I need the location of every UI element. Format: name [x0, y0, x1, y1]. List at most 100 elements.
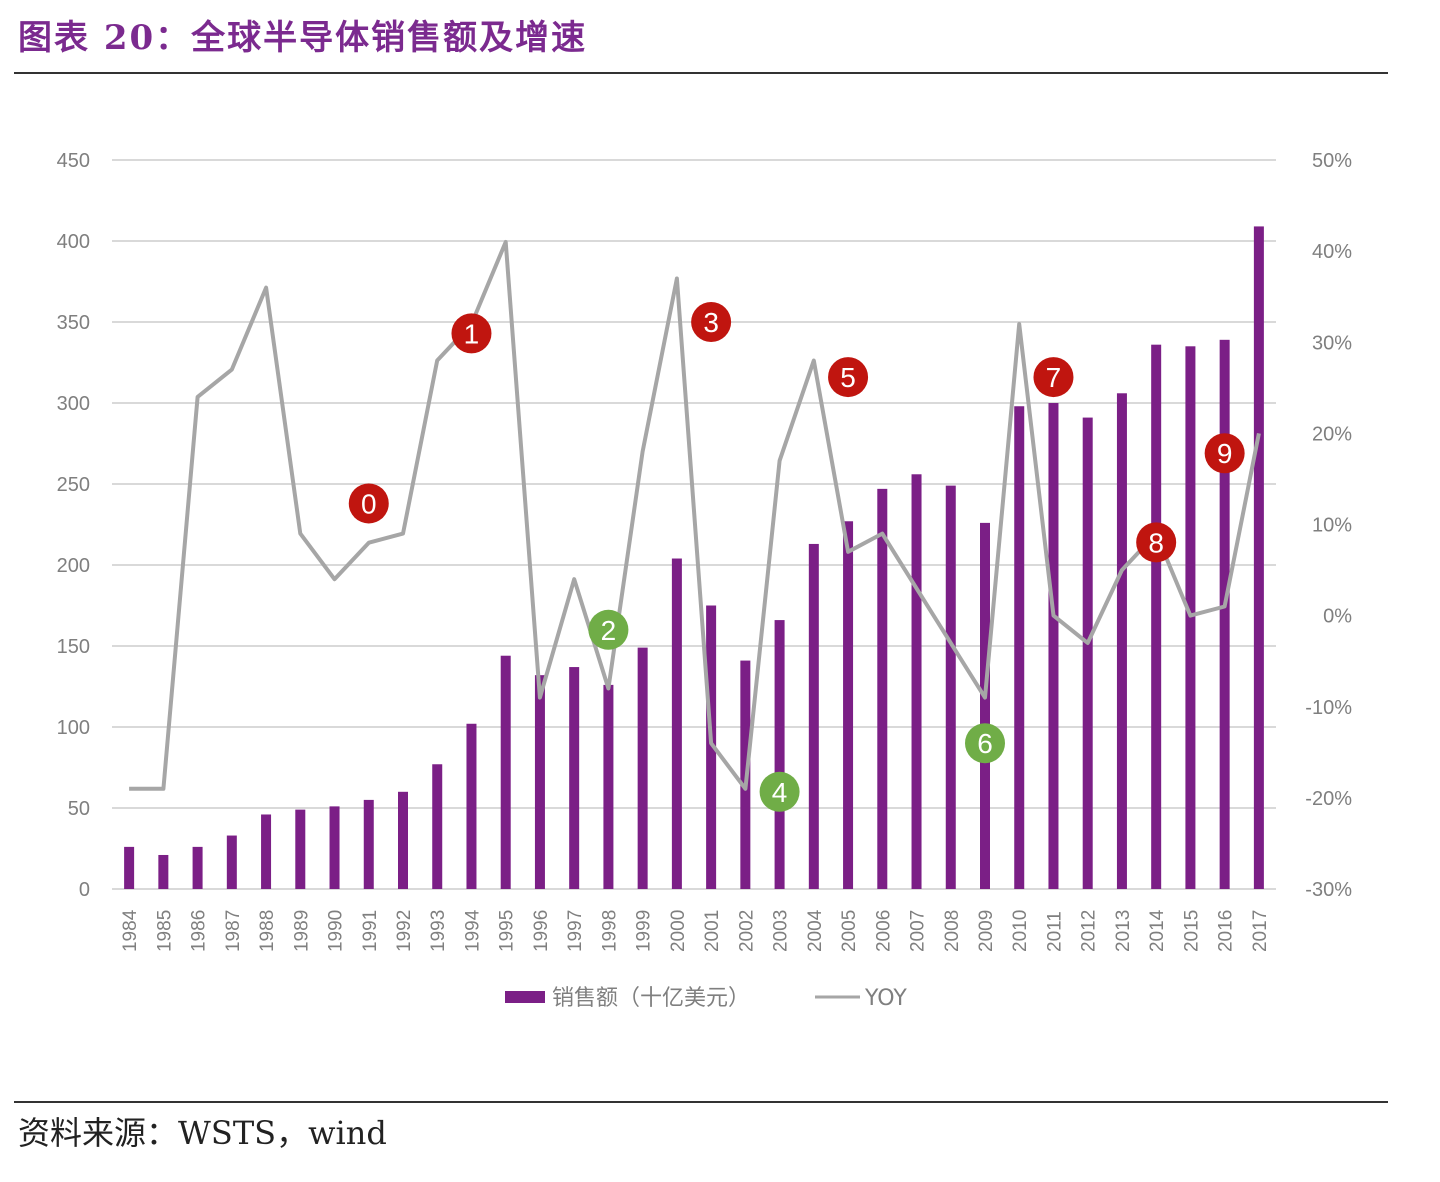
sales-bar — [808, 543, 819, 889]
sales-bar — [534, 675, 545, 889]
x-tick-label: 2009 — [976, 910, 997, 952]
marker-circle — [1204, 433, 1245, 474]
grid-lines — [112, 159, 1276, 890]
left-tick-label: 250 — [57, 474, 90, 496]
x-tick-label: 2017 — [1250, 910, 1271, 952]
marker-circle — [965, 723, 1005, 764]
right-tick-label: -30% — [1305, 879, 1352, 901]
x-tick-label: 1988 — [257, 910, 278, 952]
annotation-marker: 9 — [1204, 433, 1245, 474]
sales-bar — [1014, 406, 1025, 889]
x-tick-label: 1997 — [565, 910, 586, 952]
marker-label: 2 — [601, 615, 617, 646]
annotation-marker: 6 — [965, 723, 1005, 764]
sales-bar — [1185, 346, 1196, 889]
right-tick-label: 50% — [1312, 150, 1352, 172]
right-tick-label: 30% — [1312, 332, 1352, 354]
marker-circle — [451, 313, 492, 354]
sales-bar — [980, 522, 990, 889]
x-tick-label: 1987 — [223, 910, 244, 952]
marker-label: 1 — [464, 318, 480, 349]
marker-circle — [348, 483, 389, 524]
yoy-line — [129, 240, 1261, 791]
annotation-marker: 7 — [1033, 357, 1074, 398]
right-tick-label: 20% — [1312, 423, 1352, 445]
left-tick-label: 150 — [57, 636, 90, 658]
yoy-line-layer — [129, 240, 1261, 791]
left-tick-label: 50 — [68, 798, 90, 820]
marker-label: 8 — [1148, 527, 1164, 558]
x-tick-label: 1998 — [599, 910, 620, 952]
x-tick-label: 2005 — [839, 910, 860, 952]
x-tick-label: 1995 — [497, 910, 518, 952]
sales-bar — [295, 809, 306, 889]
x-tick-label: 1992 — [394, 910, 415, 952]
x-tick-label: 1985 — [154, 910, 175, 952]
x-tick-label: 2014 — [1147, 909, 1168, 952]
marker-circle — [1136, 522, 1177, 563]
sales-bar — [432, 764, 443, 889]
sales-bar — [1219, 339, 1230, 889]
annotation-marker: 2 — [588, 609, 629, 650]
x-tick-label: 2007 — [908, 910, 929, 952]
sales-bar — [774, 620, 785, 889]
marker-label: 9 — [1217, 438, 1233, 469]
legend: 销售额（十亿美元） YOY — [505, 986, 907, 1011]
left-tick-label: 300 — [57, 393, 90, 415]
sales-bar — [398, 791, 408, 889]
left-tick-label: 400 — [57, 231, 90, 253]
sales-bar — [1116, 393, 1127, 889]
x-tick-label: 2003 — [771, 910, 792, 952]
right-tick-label: 0% — [1323, 606, 1352, 628]
sales-bar — [637, 647, 648, 889]
left-tick-label: 0 — [79, 879, 90, 901]
sales-bar — [158, 854, 169, 889]
x-tick-label: 1991 — [360, 910, 381, 952]
x-tick-label: 2016 — [1216, 910, 1237, 952]
sales-bar — [945, 485, 956, 889]
sales-bar — [877, 488, 888, 889]
sales-bar — [671, 558, 682, 889]
sales-bar — [124, 846, 135, 889]
sales-bar — [329, 806, 340, 889]
left-tick-label: 350 — [57, 312, 90, 334]
sales-bar — [1048, 403, 1059, 889]
x-tick-label: 2006 — [873, 910, 894, 952]
sales-bar — [911, 474, 922, 889]
x-tick-label: 2002 — [736, 910, 757, 952]
annotation-marker: 1 — [451, 313, 492, 354]
marker-label: 6 — [977, 728, 993, 759]
source-note: 资料来源：WSTS，wind — [18, 1114, 387, 1152]
x-tick-label: 1993 — [428, 910, 449, 952]
figure-title: 图表 20：全球半导体销售额及增速 — [18, 18, 588, 58]
x-axis-ticks: 1984 1985 1986 1987 1988 1989 1990 1991 1992 1993… — [120, 909, 1271, 952]
sales-bar — [226, 835, 237, 889]
annotation-marker: 0 — [348, 483, 389, 524]
marker-circle — [828, 357, 869, 398]
sales-bar — [1082, 417, 1093, 889]
right-tick-label: -20% — [1305, 788, 1352, 810]
sales-bar — [363, 799, 374, 889]
sales-bar — [706, 605, 717, 889]
left-axis-ticks: 0 50 100 150 200 250 300 350 400 450 — [57, 150, 90, 901]
marker-circle — [588, 609, 629, 650]
bottom-rule — [14, 1101, 1388, 1103]
top-rule — [14, 72, 1388, 74]
marker-circle — [691, 302, 732, 342]
marker-label: 0 — [361, 488, 377, 519]
sales-bar — [466, 723, 477, 889]
x-tick-label: 2001 — [702, 910, 723, 952]
legend-line-label: YOY — [864, 986, 907, 1011]
marker-label: 7 — [1046, 362, 1062, 393]
x-tick-label: 1990 — [326, 910, 347, 952]
sales-bar — [569, 667, 580, 889]
x-tick-label: 1984 — [120, 909, 141, 952]
sales-bar — [603, 684, 614, 889]
x-tick-label: 2015 — [1181, 910, 1202, 952]
marker-circle — [759, 771, 800, 812]
x-tick-label: 2012 — [1079, 910, 1100, 952]
x-tick-label: 2010 — [1010, 910, 1031, 952]
annotation-marker: 8 — [1136, 522, 1177, 563]
x-tick-label: 1996 — [531, 910, 552, 952]
